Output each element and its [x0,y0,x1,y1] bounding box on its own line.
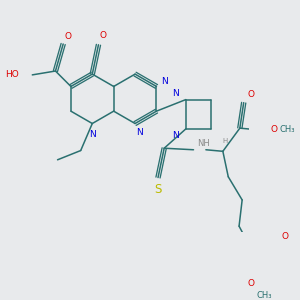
Text: O: O [100,31,106,40]
Text: O: O [247,91,254,100]
Text: N: N [161,77,168,86]
Text: CH₃: CH₃ [280,125,296,134]
Text: N: N [136,128,143,137]
Text: N: N [89,130,96,139]
Text: O: O [64,32,71,41]
Text: S: S [154,183,162,196]
Text: HO: HO [4,70,18,80]
Text: N: N [172,89,179,98]
Text: N: N [172,130,179,140]
Text: O: O [282,232,289,242]
Text: NH: NH [197,139,210,148]
Text: O: O [270,125,277,134]
Text: H: H [223,138,228,144]
Text: O: O [247,279,254,288]
Text: CH₃: CH₃ [257,291,272,300]
